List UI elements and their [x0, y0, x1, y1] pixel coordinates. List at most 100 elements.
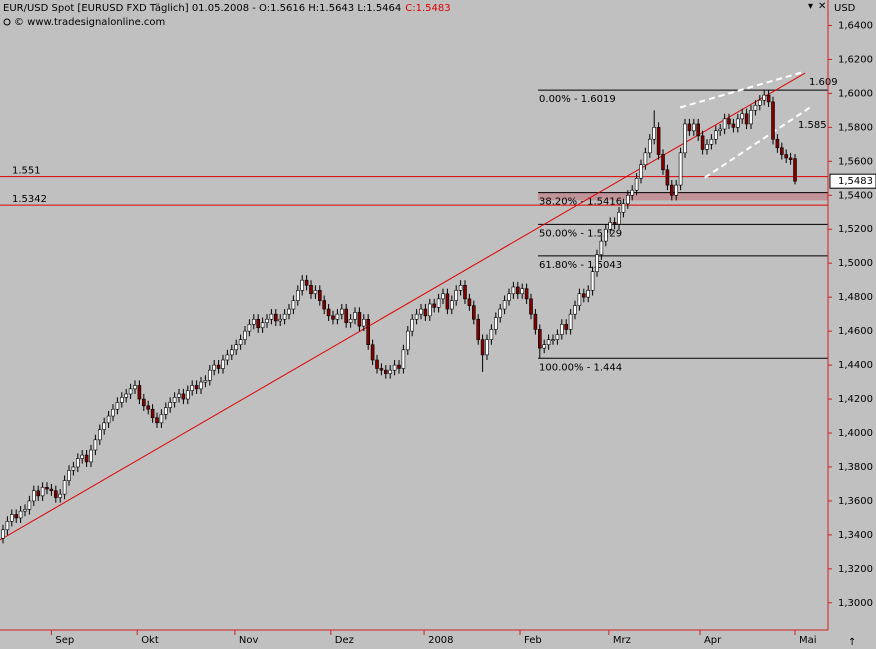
- y-tick-label: 1,5600: [838, 156, 873, 167]
- candle-body: [700, 135, 705, 150]
- x-tick-label: Sep: [55, 635, 74, 646]
- y-tick-label: 1,3800: [838, 462, 873, 473]
- candle-body: [727, 118, 731, 125]
- candle-body: [5, 521, 10, 531]
- candle-body: [361, 318, 366, 327]
- candle-body: [159, 414, 164, 424]
- candle-body: [322, 300, 327, 310]
- candle-body: [630, 189, 635, 196]
- candle-body: [771, 101, 775, 140]
- candle-body: [388, 369, 393, 374]
- channel-line: [679, 70, 806, 109]
- scroll-icon[interactable]: ↑: [848, 637, 856, 648]
- candle-body: [142, 398, 146, 407]
- candle-body: [353, 312, 357, 320]
- candle-body: [718, 128, 723, 132]
- candle-body: [419, 308, 423, 315]
- candle-body: [586, 290, 591, 298]
- fib-label: 0.00% - 1.6019: [539, 94, 616, 105]
- candle-body: [273, 313, 278, 322]
- candle-body: [683, 123, 687, 154]
- candle-body: [507, 293, 511, 301]
- candle-body: [762, 94, 767, 101]
- candle-body: [617, 211, 621, 225]
- candle-body: [212, 364, 216, 371]
- candle-body: [713, 130, 718, 140]
- candle-body: [687, 123, 692, 132]
- candle-body: [375, 359, 379, 369]
- candle-body: [339, 308, 344, 315]
- candle-body: [172, 397, 177, 403]
- candle-body: [120, 397, 124, 403]
- candle-body: [300, 279, 305, 291]
- y-tick-label: 1,5400: [838, 190, 873, 201]
- candle-body: [181, 393, 186, 400]
- candle-body: [238, 339, 243, 346]
- candle-body: [230, 349, 234, 356]
- candle-body: [564, 324, 569, 330]
- candle-body: [441, 293, 445, 300]
- candle-body: [590, 271, 595, 291]
- source: © www.tradesignalonline.com: [14, 17, 165, 28]
- candle-body: [102, 422, 106, 430]
- fib-label: 100.00% - 1.444: [539, 362, 622, 373]
- candle-body: [27, 500, 32, 510]
- candle-body: [784, 154, 789, 159]
- x-tick-label: Okt: [141, 635, 159, 646]
- y-tick-label: 1,6000: [838, 88, 873, 99]
- candle-body: [168, 402, 172, 408]
- y-tick-label: 1,6200: [838, 54, 873, 65]
- close-icon[interactable]: ✕: [818, 1, 826, 12]
- candle-body: [225, 354, 230, 361]
- candle-body: [366, 318, 371, 346]
- candle-body: [652, 127, 657, 140]
- candle-body: [480, 339, 485, 356]
- candle-body: [370, 344, 375, 361]
- candle-body: [793, 158, 797, 182]
- candle-body: [445, 293, 450, 310]
- candle-body: [546, 339, 551, 346]
- candle-body: [155, 417, 159, 424]
- candle-body: [331, 315, 335, 320]
- candle-body: [634, 178, 639, 191]
- y-tick-label: 1,5200: [838, 224, 873, 235]
- candle-body: [709, 138, 714, 145]
- y-tick-label: 1,3400: [838, 530, 873, 541]
- y-tick-label: 1,4200: [838, 394, 873, 405]
- candle-body: [23, 509, 27, 512]
- candle-body: [313, 290, 318, 295]
- candle-body: [753, 104, 758, 111]
- icon: [3, 18, 11, 26]
- y-tick-label: 1,3000: [838, 598, 873, 609]
- candle-body: [335, 313, 340, 320]
- candle-body: [608, 222, 613, 230]
- close-label: C:1.5483: [405, 3, 450, 14]
- menu-icon[interactable]: ▾: [808, 1, 813, 12]
- candle-body: [498, 308, 503, 318]
- candle-body: [625, 194, 630, 205]
- plot-area: 0.00% - 1.6019 38.20% - 1.5416 50.00% - 1.…: [0, 70, 838, 544]
- candle-body: [749, 110, 753, 125]
- candle-body: [106, 415, 111, 424]
- candle-body: [665, 169, 670, 186]
- candle-body: [542, 344, 547, 349]
- y-tick-label: 1,4000: [838, 428, 873, 439]
- candle-body: [221, 359, 225, 369]
- candle-body: [696, 123, 701, 137]
- y-tick-label: 1,3200: [838, 564, 873, 575]
- candle-body: [31, 490, 36, 502]
- candle-body: [383, 369, 388, 374]
- y-tick-label: 1,4800: [838, 292, 873, 303]
- candle-body: [128, 388, 133, 395]
- candle-body: [216, 364, 221, 369]
- candle-body: [529, 298, 533, 315]
- candle-body: [76, 458, 80, 468]
- candle-body: [287, 308, 291, 315]
- candle-body: [208, 369, 212, 381]
- h-line-label: 1.551: [12, 166, 41, 177]
- candle-body: [186, 390, 190, 400]
- candle-body: [766, 94, 771, 103]
- candle-body: [639, 164, 643, 179]
- candle-body: [568, 313, 573, 330]
